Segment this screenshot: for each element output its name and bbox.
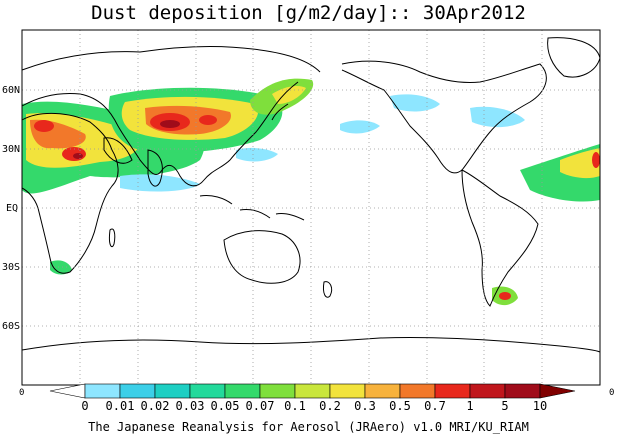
madagascar-coast — [109, 228, 116, 248]
eurasia-coast — [21, 81, 299, 187]
south-america-coast — [461, 169, 539, 307]
australia-coast — [223, 230, 301, 284]
lat-lon-grid — [22, 30, 600, 385]
colorbar: 0 0.01 0.02 0.03 0.05 0.07 0.1 0.2 0.3 0… — [49, 383, 576, 413]
colorbar-label: 0.2 — [319, 399, 341, 413]
lat-label: 30S — [2, 262, 20, 273]
colorbar-label: 10 — [533, 399, 547, 413]
africa-coast — [21, 112, 119, 274]
map-title: Dust deposition [g/m2/day]:: 30Apr2012 — [91, 2, 526, 24]
colorbar-low-arrow — [49, 383, 86, 399]
colorbar-label: 0.01 — [106, 399, 135, 413]
lat-label: 60N — [2, 85, 20, 96]
colorbar-label: 0.1 — [284, 399, 306, 413]
colorbar-label: 0.3 — [354, 399, 376, 413]
colorbar-label: 1 — [466, 399, 473, 413]
antarctica-coast — [21, 336, 601, 353]
colorbar-high-arrow — [539, 383, 576, 399]
colorbar-segment — [504, 383, 541, 399]
colorbar-segment — [329, 383, 366, 399]
colorbar-segment — [294, 383, 331, 399]
colorbar-label: 0.02 — [141, 399, 170, 413]
colorbar-label: 5 — [501, 399, 508, 413]
colorbar-segment — [154, 383, 191, 399]
colorbar-label: 0.5 — [389, 399, 411, 413]
colorbar-segment — [259, 383, 296, 399]
right-edge-label: 0 — [609, 388, 614, 398]
colorbar-label: 0.7 — [424, 399, 446, 413]
lat-label: 30N — [2, 144, 20, 155]
lat-label: 60S — [2, 321, 20, 332]
latitude-labels: 60N 30N EQ 30S 60S — [2, 85, 20, 332]
left-edge-label: 0 — [19, 388, 24, 398]
colorbar-segment — [84, 383, 121, 399]
colorbar-segment — [119, 383, 156, 399]
colorbar-segment — [364, 383, 401, 399]
north-america-coast — [341, 60, 547, 174]
colorbar-segment — [224, 383, 261, 399]
dust-shading — [22, 78, 600, 306]
colorbar-segment — [189, 383, 226, 399]
colorbar-label: 0.03 — [176, 399, 205, 413]
colorbar-label: 0 — [81, 399, 88, 413]
coastlines — [21, 37, 601, 353]
lat-label: EQ — [6, 203, 18, 214]
credit-line: The Japanese Reanalysis for Aerosol (JRA… — [88, 420, 529, 434]
colorbar-label: 0.05 — [211, 399, 240, 413]
colorbar-label: 0.07 — [246, 399, 275, 413]
colorbar-segment — [399, 383, 436, 399]
colorbar-segment — [434, 383, 471, 399]
colorbar-segment — [469, 383, 506, 399]
